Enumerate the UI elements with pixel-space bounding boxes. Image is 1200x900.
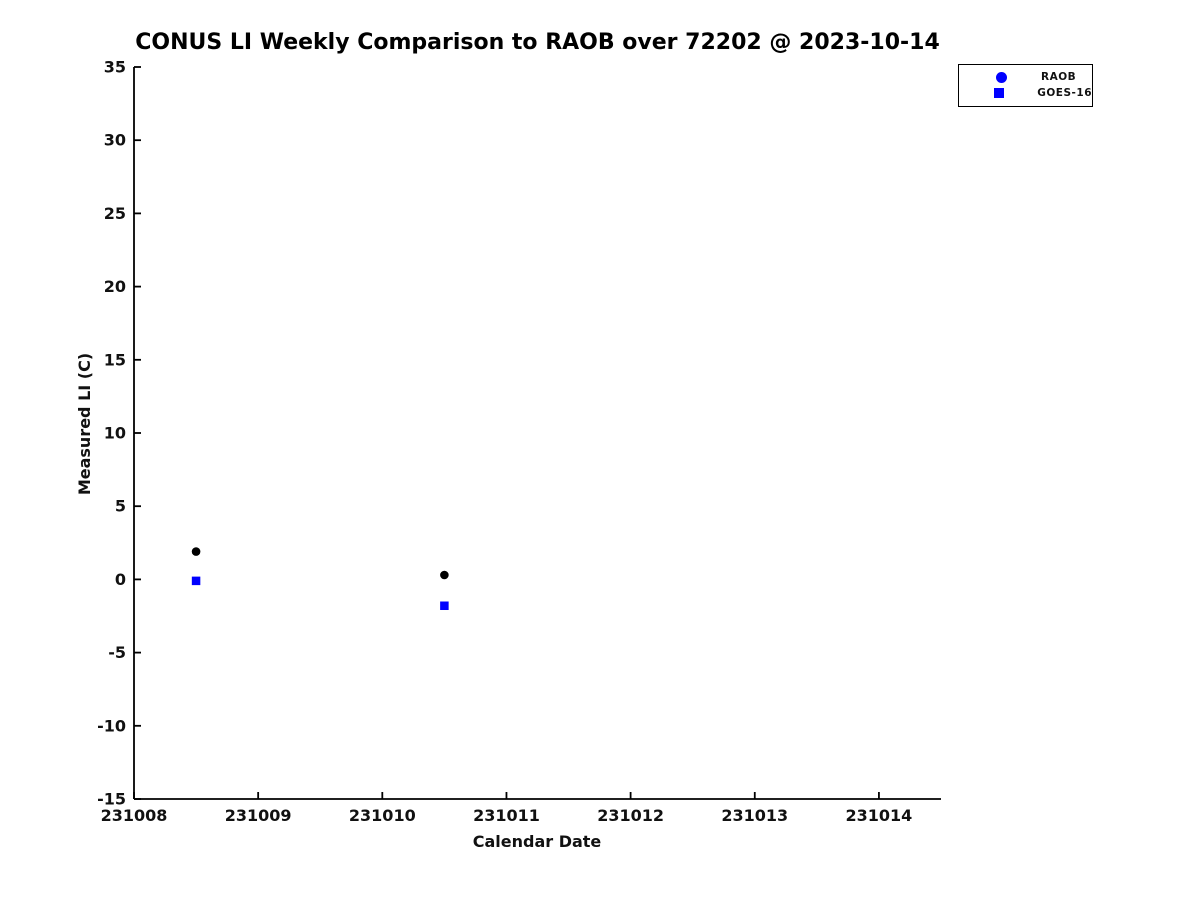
- legend-label: GOES-16: [1037, 87, 1092, 99]
- legend-square-icon: [989, 88, 1009, 98]
- y-tick-label: 5: [115, 497, 126, 516]
- y-tick-label: -10: [97, 716, 126, 735]
- y-tick-label: 25: [104, 204, 126, 223]
- circle-marker: [995, 71, 1007, 83]
- data-points: [191, 547, 449, 611]
- y-tick-label: 35: [104, 58, 126, 77]
- x-tick-label: 231010: [349, 806, 416, 825]
- legend-circle-icon: [989, 71, 1013, 83]
- x-tick-label: 231012: [597, 806, 664, 825]
- data-point-raob: [440, 570, 449, 580]
- y-tick-label: -15: [97, 790, 126, 809]
- y-tick-label: 15: [104, 350, 126, 369]
- legend-label: RAOB: [1041, 71, 1077, 83]
- y-axis-label: Measured LI (C): [75, 353, 94, 495]
- legend-item-raob: RAOB: [959, 69, 1092, 85]
- y-tick-label: -5: [108, 643, 126, 662]
- square-marker: [994, 88, 1005, 98]
- y-tick-label: 10: [104, 424, 126, 443]
- legend-item-goes-16: GOES-16: [959, 85, 1092, 101]
- y-tick-label: 20: [104, 277, 126, 296]
- y-tick-label: 0: [115, 570, 126, 589]
- x-tick-label: 231009: [225, 806, 292, 825]
- data-point-goes-16: [191, 576, 201, 586]
- x-tick-label: 231008: [101, 806, 168, 825]
- chart-title: CONUS LI Weekly Comparison to RAOB over …: [135, 30, 940, 55]
- x-tick-label: 231014: [846, 806, 913, 825]
- y-tick-label: 30: [104, 131, 126, 150]
- x-tick-label: 231013: [721, 806, 788, 825]
- data-point-raob: [191, 547, 201, 556]
- legend: RAOB GOES-16: [958, 64, 1093, 107]
- axes: 231008 231009 231010 231011 231012 231013 2310…: [97, 58, 941, 825]
- x-tick-label: 231011: [473, 806, 540, 825]
- data-point-goes-16: [440, 601, 449, 611]
- x-axis-label: Calendar Date: [473, 832, 602, 851]
